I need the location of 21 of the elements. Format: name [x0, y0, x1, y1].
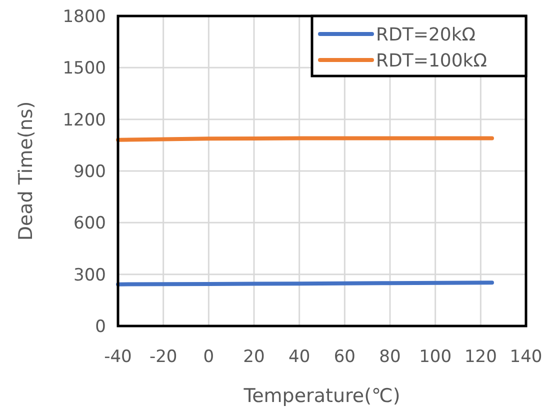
y-tick-label: 600 [74, 214, 106, 234]
y-tick-label: 1800 [62, 6, 106, 27]
x-tick-label: 100 [419, 347, 452, 367]
legend-label: RDT=100kΩ [376, 50, 488, 72]
y-tick-label: 1500 [62, 58, 106, 79]
x-tick-label: -20 [149, 347, 178, 367]
y-tick-label: 0 [95, 316, 106, 337]
y-tick-label: 900 [74, 162, 106, 182]
x-tick-label: 20 [243, 347, 265, 367]
legend-label: RDT=20kΩ [376, 24, 476, 46]
y-axis-title: Dead Time(ns) [15, 101, 37, 241]
x-tick-label: 80 [379, 347, 401, 367]
y-tick-label: 1200 [62, 110, 106, 130]
x-axis-title: Temperature(℃) [242, 385, 400, 407]
x-tick-label: 140 [510, 347, 542, 367]
x-tick-label: 60 [334, 347, 356, 367]
x-tick-label: 0 [203, 347, 214, 367]
x-tick-label: 40 [288, 347, 310, 367]
x-tick-label: 120 [464, 347, 497, 367]
x-tick-label: -40 [104, 347, 132, 367]
y-tick-label: 300 [74, 265, 106, 286]
